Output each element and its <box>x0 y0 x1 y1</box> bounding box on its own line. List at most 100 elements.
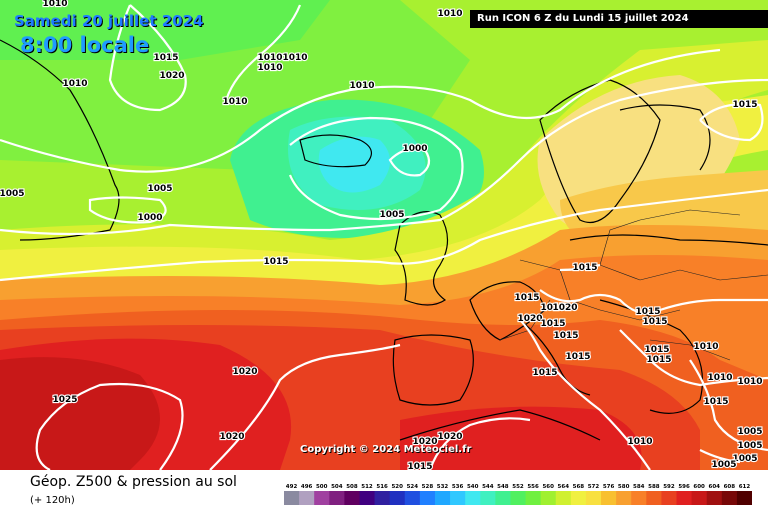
isobar-label: 1015 <box>553 331 578 341</box>
isobar-label: 1010 <box>437 9 462 19</box>
isobar-label: 1015 <box>644 345 669 355</box>
isobar-label: 1015 <box>646 355 671 365</box>
isobar-label: 1010 <box>222 97 247 107</box>
isobar-label: 1020 <box>159 71 184 81</box>
isobar-label: 1010 <box>282 53 307 63</box>
color-scale-swatch <box>434 491 451 505</box>
color-scale-label: 520 <box>391 484 403 490</box>
isobar-label: 1005 <box>147 184 172 194</box>
isobar-label: 1020 <box>552 303 577 313</box>
color-scale-label: 552 <box>512 484 524 490</box>
color-scale-label: 540 <box>467 484 479 490</box>
color-scale-label: 564 <box>558 484 570 490</box>
color-scale-swatch <box>631 491 647 505</box>
isobar-label: 1005 <box>711 460 736 470</box>
isobar-label: 1005 <box>0 189 25 199</box>
isobar-label: 1015 <box>514 293 539 303</box>
color-scale-label: 612 <box>739 484 751 490</box>
isobars <box>0 4 768 470</box>
geop-field-low-iceland-center <box>318 136 390 193</box>
isobar-label: 1005 <box>737 427 762 437</box>
forecast-time: 8:00 locale <box>20 33 150 57</box>
isobar-label: 1015 <box>407 462 432 470</box>
isobar-label: 1015 <box>642 317 667 327</box>
isobar-label: 1015 <box>635 307 660 317</box>
color-scale-swatch <box>736 491 752 505</box>
color-scale-label: 496 <box>301 484 313 490</box>
color-scale-label: 572 <box>588 484 600 490</box>
isobar-label: 1020 <box>219 432 244 442</box>
color-scale-swatch <box>691 491 708 505</box>
color-scale-label: 568 <box>573 484 585 490</box>
color-scale-label: 560 <box>542 484 554 490</box>
color-scale-label: 584 <box>633 484 645 490</box>
color-scale-swatch <box>284 491 300 505</box>
color-scale-swatch <box>389 491 406 505</box>
color-scale-swatch <box>646 491 662 505</box>
isobar-label: 1010 <box>707 373 732 383</box>
color-scale-label: 492 <box>286 484 298 490</box>
color-scale-label: 580 <box>618 484 630 490</box>
isobar-label: 1015 <box>572 263 597 273</box>
color-scale-swatch <box>480 491 496 505</box>
isobar-label: 1010 <box>693 342 718 352</box>
color-scale-swatch <box>616 491 632 505</box>
color-scale-swatch <box>585 491 602 505</box>
isobar-label: 1010 <box>257 63 282 73</box>
color-scale-swatch <box>344 491 360 505</box>
color-scale-label: 576 <box>603 484 615 490</box>
color-scale-swatch <box>419 491 436 505</box>
color-scale-label: 516 <box>376 484 388 490</box>
isobar-label: 1010 <box>62 79 87 89</box>
isobar-label: 1015 <box>153 53 178 63</box>
isobar-label: 1025 <box>52 395 77 405</box>
color-scale-label: 600 <box>693 484 705 490</box>
isobar-label: 1010 <box>627 437 652 447</box>
color-scale-label: 524 <box>407 484 419 490</box>
color-scale-swatch <box>525 491 542 505</box>
color-scale-label: 544 <box>482 484 494 490</box>
model-run-info: Run ICON 6 Z du Lundi 15 juillet 2024 <box>470 10 768 28</box>
color-scale-swatch <box>299 491 315 505</box>
isobar-label: 1015 <box>540 303 565 313</box>
color-scale-label: 508 <box>346 484 358 490</box>
isobar-label: 1015 <box>540 319 565 329</box>
color-scale-swatch <box>601 491 617 505</box>
forecast-date: Samedi 20 juillet 2024 <box>14 12 204 30</box>
color-scale-label: 528 <box>422 484 434 490</box>
color-scale-label: 556 <box>527 484 539 490</box>
color-scale-swatch <box>450 491 466 505</box>
isobar-label: 1020 <box>232 367 257 377</box>
color-scale-swatch <box>495 491 511 505</box>
color-scale-label: 548 <box>497 484 509 490</box>
color-scale-swatch <box>510 491 527 505</box>
color-scale-label: 532 <box>437 484 449 490</box>
isobar-label: 1020 <box>437 432 462 442</box>
isobar-label: 1010 <box>42 0 67 9</box>
color-scale-swatch <box>465 491 481 505</box>
isobar-label: 1000 <box>137 213 162 223</box>
isobar-label: 1020 <box>517 314 542 324</box>
isobar-label: 1000 <box>402 144 427 154</box>
color-scale-swatch <box>374 491 391 505</box>
isobar-label: 1015 <box>732 100 757 110</box>
isobar-label: 1005 <box>379 210 404 220</box>
color-scale-label: 588 <box>648 484 660 490</box>
color-scale-swatch <box>555 491 572 505</box>
forecast-range: (+ 120h) <box>30 495 75 506</box>
color-scale-label: 608 <box>724 484 736 490</box>
color-scale-swatch <box>676 491 693 505</box>
isobar-label: 1015 <box>263 257 288 267</box>
geop-field-dark-red-west <box>0 357 160 470</box>
isobar-label: 1010 <box>349 81 374 91</box>
color-scale-label: 604 <box>709 484 721 490</box>
isobar-label: 1010 <box>257 53 282 63</box>
isobar-label: 1010 <box>737 377 762 387</box>
color-scale-label: 500 <box>316 484 328 490</box>
color-scale-swatch <box>661 491 678 505</box>
isobar-label: 1005 <box>737 441 762 451</box>
isobar-label: 1020 <box>412 437 437 447</box>
color-scale-swatch <box>359 491 376 505</box>
